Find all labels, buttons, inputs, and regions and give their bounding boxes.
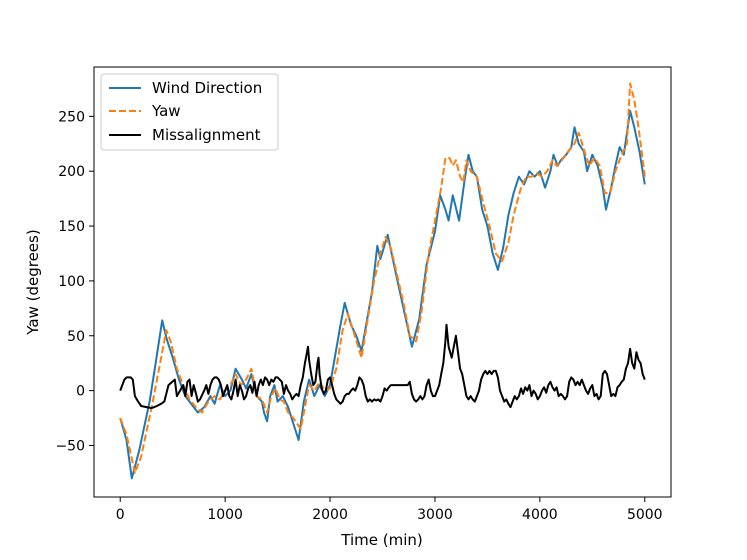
- y-axis-label: Yaw (degrees): [24, 229, 42, 335]
- y-tick-label: −50: [55, 438, 85, 454]
- x-axis-label: Time (min): [340, 531, 422, 549]
- plot-frame: [93, 66, 672, 498]
- x-tick-label: 0: [116, 507, 125, 523]
- legend: Wind Direction Yaw Missalignment: [100, 73, 279, 151]
- legend-label-yaw: Yaw: [151, 102, 181, 120]
- y-axis-ticks: −50 0 50 100 150 200 250: [55, 109, 94, 454]
- series-line-missalignment: [119, 323, 646, 410]
- legend-label-missalignment: Missalignment: [152, 126, 261, 144]
- x-tick-label: 1000: [207, 507, 243, 523]
- x-tick-label: 2000: [312, 507, 348, 523]
- y-tick-label: 200: [58, 164, 85, 180]
- y-tick-label: 50: [67, 329, 85, 345]
- x-axis-ticks: 0 1000 2000 3000 4000 5000: [116, 497, 663, 523]
- x-tick-label: 5000: [627, 507, 663, 523]
- y-tick-label: 150: [58, 219, 85, 235]
- y-tick-label: 0: [76, 384, 85, 400]
- y-tick-label: 250: [58, 109, 85, 125]
- legend-frame: [100, 73, 279, 151]
- series-layer: [119, 82, 646, 480]
- y-tick-label: 100: [58, 274, 85, 290]
- legend-label-wind-direction: Wind Direction: [152, 79, 262, 97]
- x-tick-label: 3000: [417, 507, 453, 523]
- x-tick-label: 4000: [522, 507, 558, 523]
